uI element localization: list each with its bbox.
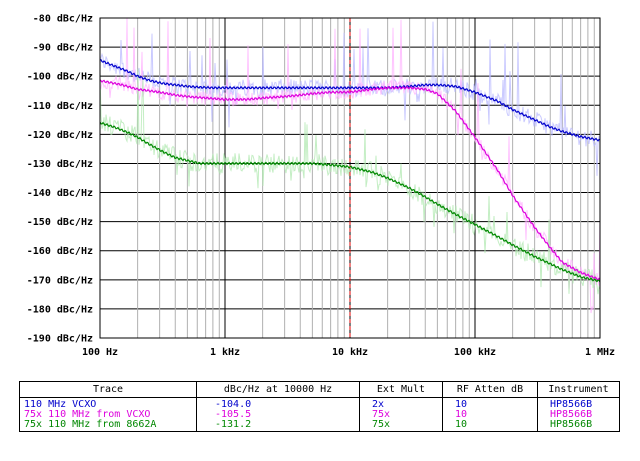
- y-tick-label: -160 dBc/Hz: [27, 246, 93, 257]
- legend-instrument: HP8566B: [537, 410, 620, 420]
- legend-row: 110 MHz VCXO -104.0 2x 10 HP8566B: [19, 397, 620, 410]
- legend-header-trace: Trace: [19, 381, 197, 398]
- series-line-1: [99, 59, 601, 142]
- grid: [99, 17, 601, 339]
- y-tick-label: -80 dBc/Hz: [33, 14, 93, 25]
- x-tick-label: 100 kHz: [454, 347, 496, 358]
- legend-mult: 75x: [359, 420, 443, 432]
- y-tick-label: -120 dBc/Hz: [27, 130, 93, 141]
- series-line-2: [99, 79, 601, 281]
- y-tick-label: -150 dBc/Hz: [27, 217, 93, 228]
- y-tick-label: -100 dBc/Hz: [27, 72, 93, 83]
- series-lines: [99, 59, 601, 283]
- legend-trace-name: 75x 110 MHz from 8662A: [19, 420, 197, 432]
- legend-row: 75x 110 MHz from 8662A -131.2 75x 10 HP8…: [19, 420, 620, 432]
- legend-header-instrument: Instrument: [537, 381, 620, 398]
- x-axis-labels: 100 Hz 1 kHz 10 kHz 100 kHz 1 MHz: [82, 347, 615, 358]
- x-tick-label: 1 kHz: [210, 347, 240, 358]
- y-axis-labels: -80 dBc/Hz -90 dBc/Hz -100 dBc/Hz -110 dBc/…: [27, 14, 93, 345]
- x-tick-label: 1 MHz: [585, 347, 615, 358]
- x-tick-label: 10 kHz: [332, 347, 368, 358]
- legend-value: -131.2: [196, 420, 360, 432]
- y-tick-label: -170 dBc/Hz: [27, 275, 93, 286]
- y-tick-label: -130 dBc/Hz: [27, 159, 93, 170]
- y-tick-label: -190 dBc/Hz: [27, 334, 93, 345]
- legend-header-mult: Ext Mult: [359, 381, 443, 398]
- y-tick-label: -90 dBc/Hz: [33, 43, 93, 54]
- legend-row: 75x 110 MHz from VCXO -105.5 75x 10 HP85…: [19, 410, 620, 420]
- plot-border: [99, 17, 601, 339]
- legend-header-value: dBc/Hz at 10000 Hz: [196, 381, 360, 398]
- y-tick-label: -110 dBc/Hz: [27, 101, 93, 112]
- legend-instrument: HP8566B: [537, 397, 620, 410]
- legend-header-row: Trace dBc/Hz at 10000 Hz Ext Mult RF Att…: [19, 381, 620, 398]
- legend-header-atten: RF Atten dB: [442, 381, 538, 398]
- legend-atten: 10: [442, 420, 538, 432]
- chart-svg: -80 dBc/Hz -90 dBc/Hz -100 dBc/Hz -110 dBc/…: [27, 14, 615, 359]
- series-line-3: [99, 121, 601, 283]
- legend-instrument: HP8566B: [537, 420, 620, 432]
- phase-noise-chart: -80 dBc/Hz -90 dBc/Hz -100 dBc/Hz -110 dBc/…: [27, 14, 615, 359]
- y-tick-label: -140 dBc/Hz: [27, 188, 93, 199]
- plot-frame: [99, 17, 601, 339]
- x-tick-label: 100 Hz: [82, 347, 118, 358]
- y-tick-label: -180 dBc/Hz: [27, 304, 93, 315]
- legend-table: Trace dBc/Hz at 10000 Hz Ext Mult RF Att…: [19, 381, 620, 432]
